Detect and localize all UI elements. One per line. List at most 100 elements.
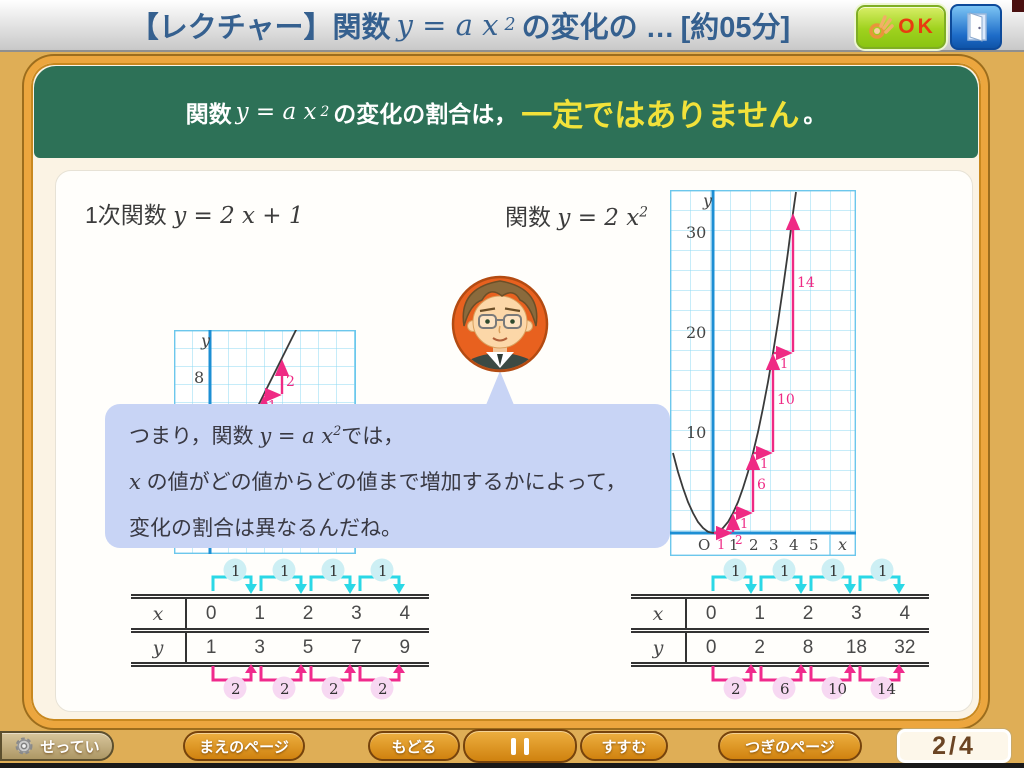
bubble-line1-sup: 2 <box>333 423 342 438</box>
door-icon <box>967 12 987 42</box>
bubble-line2: x の値がどの値からどの値まで増加するかによって， <box>129 466 627 496</box>
pause-button[interactable] <box>463 729 577 763</box>
right-x-3: 3 <box>851 602 862 624</box>
prev-page-label: まえのページ <box>199 738 289 756</box>
left-top-delta-2: 1 <box>280 562 290 580</box>
board-pre: 関数 <box>185 101 232 127</box>
left-y-2: 5 <box>302 636 314 658</box>
bottom-edge <box>0 763 1024 768</box>
right-function-label-pre: 関数 <box>505 204 558 230</box>
left-function-label: 1次関数 y = 2 x + 1 <box>85 196 304 230</box>
forward-button[interactable]: すすむ <box>580 731 668 761</box>
right-x-1: 1 <box>754 602 765 624</box>
left-table-y-increment-arrows: 2 2 2 2 <box>211 664 405 700</box>
right-y-0: 0 <box>705 636 717 658</box>
bubble-line1-pre: つまり，関数 <box>129 425 260 448</box>
left-function-label-math: y = 2 x + 1 <box>173 203 304 229</box>
right-x-2: 2 <box>802 602 814 624</box>
right-function-label: 関数 y = 2 x2 <box>505 198 648 232</box>
board-math-sup: 2 <box>320 104 330 120</box>
right-graph-origin: O <box>698 536 710 554</box>
bubble-line1-math: y = a x <box>259 424 334 448</box>
right-graph-ytick-10: 10 <box>686 423 706 442</box>
bubble-line1-post: では， <box>341 425 405 448</box>
ok-button-label: OK <box>898 15 936 38</box>
right-graph-v4: 14 <box>797 275 815 291</box>
prev-page-button[interactable]: まえのページ <box>183 731 305 761</box>
right-table-x-increment-arrows: 1 1 1 1 <box>711 558 905 594</box>
pause-icon <box>511 737 516 755</box>
right-graph-h4: 1 <box>780 357 788 372</box>
left-y-3: 7 <box>351 636 362 658</box>
bubble-line2-math: x <box>129 470 141 494</box>
right-graph-y-axis-label: y <box>702 191 713 210</box>
settings-button[interactable]: せってい <box>0 731 114 761</box>
left-x-3: 3 <box>351 602 362 624</box>
quadratic-function-graph: y 30 20 10 O 1 2 3 4 5 x 1 2 1 6 1 10 1 … <box>670 190 856 556</box>
next-page-label: つぎのページ <box>745 738 835 756</box>
board-math: y = a x <box>235 99 317 125</box>
left-top-delta-1: 1 <box>231 562 241 580</box>
right-graph-xtick-5: 5 <box>809 536 819 554</box>
teacher-avatar <box>451 275 549 373</box>
pause-icon <box>524 737 529 755</box>
right-value-table: x 0 1 2 3 4 y 0 2 8 18 3 2 <box>631 594 929 667</box>
window-corner-mark <box>1012 0 1024 12</box>
right-y-2: 8 <box>802 636 814 658</box>
board-highlight: 一定ではありません <box>521 97 800 133</box>
left-function-label-pre: 1次関数 <box>85 202 174 228</box>
right-graph-xtick-2: 2 <box>749 536 759 554</box>
right-table-y-header: y <box>631 633 687 662</box>
left-value-table: x 0 1 2 3 4 y 1 3 5 7 9 <box>131 594 429 667</box>
left-graph-tick-8: 8 <box>194 368 204 387</box>
right-bottom-delta-2: 6 <box>780 680 790 698</box>
title-math: y = a x <box>396 8 499 42</box>
next-page-button[interactable]: つぎのページ <box>718 731 862 761</box>
left-table-y-row: y 1 3 5 7 9 <box>131 633 429 662</box>
right-graph-ytick-30: 30 <box>686 223 706 242</box>
right-table-x-row: x 0 1 2 3 4 <box>631 599 929 633</box>
right-top-delta-2: 1 <box>780 562 790 580</box>
bubble-line2-post: の値がどの値からどの値まで増加するかによって， <box>140 471 627 494</box>
page-indicator: 2/4 <box>897 729 1011 763</box>
speech-bubble-tail <box>486 371 514 405</box>
speech-bubble: つまり，関数 y = a x2では， x の値がどの値からどの値まで増加するかに… <box>105 404 670 548</box>
right-graph-x-axis-label: x <box>838 535 847 554</box>
left-table-x-row: x 0 1 2 3 4 <box>131 599 429 633</box>
left-top-delta-3: 1 <box>329 562 339 580</box>
right-graph-ytick-20: 20 <box>686 323 706 342</box>
right-graph-xtick-4: 4 <box>789 536 799 554</box>
ok-button[interactable]: OK <box>856 5 946 49</box>
left-graph-dy-label: 2 <box>286 374 295 390</box>
left-table-y-header: y <box>131 633 187 662</box>
right-top-delta-3: 1 <box>829 562 839 580</box>
right-function-label-math: y = 2 x <box>557 205 640 231</box>
left-bottom-delta-2: 2 <box>280 680 290 698</box>
left-bottom-delta-4: 2 <box>378 680 388 698</box>
left-x-2: 2 <box>302 602 314 624</box>
settings-button-label: せってい <box>40 738 100 756</box>
right-graph-h2: 1 <box>740 517 748 532</box>
back-button[interactable]: もどる <box>368 731 460 761</box>
forward-button-label: すすむ <box>601 738 647 756</box>
ok-hand-icon <box>869 15 894 39</box>
left-bottom-delta-3: 2 <box>329 680 339 698</box>
left-table-x-increment-arrows: 1 1 1 1 <box>211 558 405 594</box>
left-graph-y-axis-label: y <box>200 331 211 350</box>
right-graph-h3: 1 <box>760 457 768 472</box>
right-graph-v1: 2 <box>735 533 743 547</box>
title-prefix: 【レクチャー】関数 <box>129 12 391 44</box>
right-graph-xtick-3: 3 <box>769 536 779 554</box>
exit-button[interactable] <box>950 4 1002 50</box>
board-mid: の変化の割合は， <box>333 101 518 127</box>
right-y-3: 18 <box>845 636 867 658</box>
back-button-label: もどる <box>391 738 437 756</box>
gear-icon <box>15 737 33 755</box>
left-table-x-header: x <box>131 599 187 628</box>
right-y-1: 2 <box>754 636 765 658</box>
right-top-delta-4: 1 <box>878 562 888 580</box>
